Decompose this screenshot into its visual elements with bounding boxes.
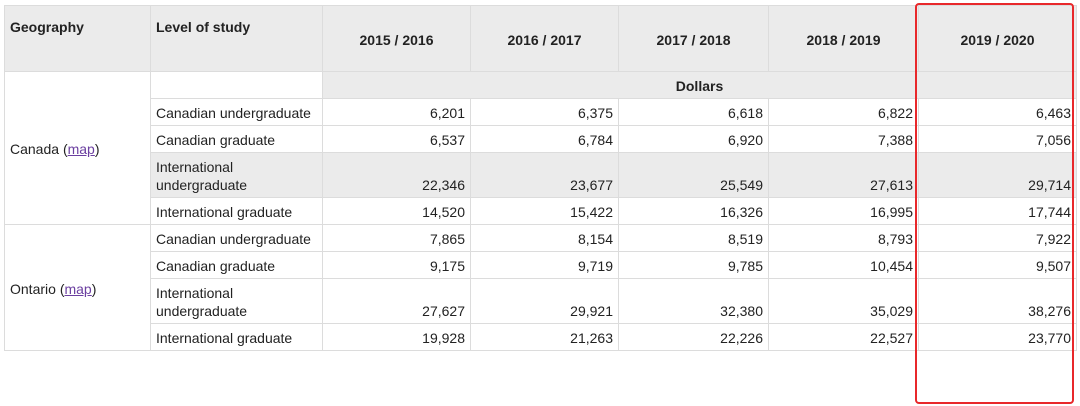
geography-name: Ontario xyxy=(10,280,56,297)
level-cell: Canadian undergraduate xyxy=(150,224,323,252)
data-row: International graduate 19,928 21,263 22,226… xyxy=(5,323,1077,351)
level-cell: Canadian graduate xyxy=(150,251,323,279)
value-cell: 6,784 xyxy=(470,125,619,153)
value-cell: 9,785 xyxy=(618,251,769,279)
value-cell: 10,454 xyxy=(768,251,919,279)
level-cell: Canadian graduate xyxy=(150,125,323,153)
value-cell: 32,380 xyxy=(618,278,769,324)
map-link[interactable]: map xyxy=(64,280,92,297)
data-row: International undergraduate 27,627 29,921 3… xyxy=(5,278,1077,324)
data-table: Geography Level of study 2015 / 2016 2016 /… xyxy=(4,5,1077,351)
value-cell: 23,770 xyxy=(918,323,1077,351)
value-cell: 21,263 xyxy=(470,323,619,351)
geography-cell: Canada (map) xyxy=(4,71,151,225)
value-cell: 14,520 xyxy=(322,197,471,225)
level-cell: Canadian undergraduate xyxy=(150,98,323,126)
level-cell: International graduate xyxy=(150,323,323,351)
value-cell: 29,921 xyxy=(470,278,619,324)
data-row: Canadian undergraduate 6,201 6,375 6,618 6,8… xyxy=(5,98,1077,126)
unit-cell: Dollars xyxy=(322,71,1077,99)
data-row: Canadian graduate 9,175 9,719 9,785 10,454 9,… xyxy=(5,251,1077,279)
level-cell: International undergraduate xyxy=(150,278,323,324)
value-cell: 17,744 xyxy=(918,197,1077,225)
value-cell: 8,519 xyxy=(618,224,769,252)
value-cell: 7,922 xyxy=(918,224,1077,252)
value-cell: 22,226 xyxy=(618,323,769,351)
value-cell: 8,154 xyxy=(470,224,619,252)
column-header: 2018 / 2019 xyxy=(768,5,919,72)
value-cell: 7,388 xyxy=(768,125,919,153)
data-row: Canadian graduate 6,537 6,784 6,920 7,388 7,0… xyxy=(5,125,1077,153)
column-header: 2015 / 2016 xyxy=(322,5,471,72)
value-cell: 6,920 xyxy=(618,125,769,153)
value-cell: 7,056 xyxy=(918,125,1077,153)
map-link[interactable]: map xyxy=(67,141,95,157)
link-paren: ( xyxy=(62,141,68,157)
value-cell: 35,029 xyxy=(768,278,919,324)
value-cell: 6,618 xyxy=(618,98,769,126)
value-cell: 8,793 xyxy=(768,224,919,252)
level-cell: International graduate xyxy=(150,197,323,225)
value-cell: 23,677 xyxy=(470,152,619,198)
unit-row: Canada (map) Dollars xyxy=(4,71,1077,225)
link-paren: ) xyxy=(94,141,100,157)
data-row: International graduate 14,520 15,422 16,326… xyxy=(5,197,1077,225)
empty-cell xyxy=(150,71,323,99)
value-cell: 27,627 xyxy=(322,278,471,324)
column-header: 2017 / 2018 xyxy=(618,5,769,72)
column-header: 2019 / 2020 xyxy=(918,5,1077,72)
value-cell: 7,865 xyxy=(322,224,471,252)
value-cell: 16,326 xyxy=(618,197,769,225)
link-paren: ) xyxy=(91,280,97,297)
value-cell: 16,995 xyxy=(768,197,919,225)
data-row: Ontario (map) Canadian undergraduate 7,865… xyxy=(4,224,1077,351)
value-cell: 15,422 xyxy=(470,197,619,225)
value-cell: 22,346 xyxy=(322,152,471,198)
geography-cell: Ontario (map) xyxy=(4,224,151,351)
value-cell: 29,714 xyxy=(918,152,1077,198)
level-cell: International undergraduate xyxy=(150,152,323,198)
value-cell: 19,928 xyxy=(322,323,471,351)
value-cell: 6,537 xyxy=(322,125,471,153)
value-cell: 9,507 xyxy=(918,251,1077,279)
column-header: Level of study xyxy=(150,5,323,72)
column-header: Geography xyxy=(4,5,151,72)
value-cell: 6,201 xyxy=(322,98,471,126)
value-cell: 6,375 xyxy=(470,98,619,126)
value-cell: 27,613 xyxy=(768,152,919,198)
table-body: Geography Level of study 2015 / 2016 2016 /… xyxy=(4,5,1077,351)
link-paren: ( xyxy=(59,280,65,297)
value-cell: 9,175 xyxy=(322,251,471,279)
data-row: International undergraduate 22,346 23,677 2… xyxy=(5,152,1077,198)
value-cell: 6,822 xyxy=(768,98,919,126)
header-row: Geography Level of study 2015 / 2016 2016 /… xyxy=(4,5,1077,72)
value-cell: 6,463 xyxy=(918,98,1077,126)
value-cell: 22,527 xyxy=(768,323,919,351)
column-header: 2016 / 2017 xyxy=(470,5,619,72)
geography-name: Canada xyxy=(10,141,60,157)
value-cell: 38,276 xyxy=(918,278,1077,324)
value-cell: 25,549 xyxy=(618,152,769,198)
value-cell: 9,719 xyxy=(470,251,619,279)
